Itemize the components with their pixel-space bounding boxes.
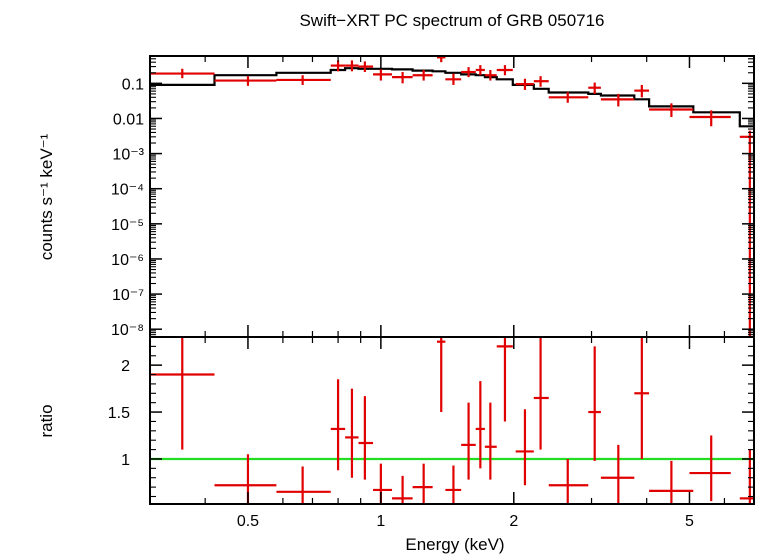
panel-frames: 0.5 1 2 5 0.1 0.01 10⁻³ 10⁻⁴ 10⁻⁵ 10⁻⁶ 10⁻⁷ 10⁻⁸ 1 1.… — [108, 55, 755, 530]
y-tick-label: 10⁻⁷ — [112, 287, 144, 304]
spectrum-point — [533, 76, 549, 87]
ratio-frame — [149, 336, 755, 505]
ratio-point — [600, 444, 635, 504]
ratio-tick-label: 1 — [121, 452, 130, 469]
spectrum-point — [150, 68, 215, 79]
ratio-panel — [150, 337, 754, 504]
ratio-point — [475, 381, 485, 469]
spectrum-point — [412, 69, 433, 81]
ratio-point — [649, 460, 694, 504]
ratio-point — [412, 463, 433, 504]
model-step-line — [150, 67, 754, 128]
x-axis-label: Energy (keV) — [405, 535, 504, 554]
ratio-point — [373, 463, 393, 504]
y-tick-label: 10⁻⁶ — [111, 252, 144, 269]
ratio-point — [739, 449, 754, 504]
ratio-point — [548, 458, 589, 504]
ratio-point — [214, 454, 277, 504]
spectrum-point — [496, 65, 513, 76]
ratio-point — [330, 379, 346, 471]
spectrum-point — [689, 110, 731, 127]
ratio-point — [515, 409, 534, 486]
spectrum-panel — [150, 56, 754, 337]
spectrum-point — [373, 69, 393, 81]
x-tick-label: 5 — [685, 513, 694, 530]
y-tick-label: 10⁻⁴ — [111, 182, 144, 199]
spectrum-point — [600, 93, 635, 107]
ratio-point — [588, 346, 601, 461]
y-tick-label: 10⁻⁵ — [111, 217, 144, 234]
spectrum-point — [330, 60, 346, 72]
chart-title: Swift−XRT PC spectrum of GRB 050716 — [299, 11, 604, 30]
spectrum-point — [461, 67, 476, 78]
spectrum-point — [484, 69, 497, 81]
ratio-point — [496, 337, 513, 422]
ratio-point — [533, 337, 549, 450]
spectrum-point — [276, 75, 331, 85]
y-tick-label: 0.01 — [113, 111, 144, 128]
spectrum-point — [515, 78, 534, 90]
ratio-point — [392, 475, 413, 504]
ratio-point — [436, 337, 446, 413]
spectrum-point — [475, 65, 485, 76]
y-tick-label: 10⁻⁸ — [111, 322, 144, 339]
ratio-point — [276, 466, 331, 504]
ratio-tick-label: 1.5 — [108, 405, 130, 422]
ratio-point — [484, 402, 497, 480]
y-tick-label: 10⁻³ — [112, 147, 144, 164]
spectrum-point — [214, 76, 277, 86]
ratio-point — [689, 435, 731, 502]
x-tick-label: 0.5 — [237, 513, 259, 530]
ratio-point — [345, 388, 359, 478]
y-tick-label: 0.1 — [122, 76, 144, 93]
spectrum-point — [436, 56, 446, 63]
spectrum-point — [548, 92, 589, 103]
y-axis-label-spectrum: counts s⁻¹ keV⁻¹ — [37, 133, 56, 260]
spectrum-point — [445, 73, 462, 85]
ratio-point — [634, 337, 650, 459]
spectrum-point — [345, 60, 359, 72]
ratio-point — [358, 396, 374, 480]
spectrum-point — [588, 82, 601, 94]
y-axis-label-ratio: ratio — [37, 404, 56, 437]
spectrum-frame — [149, 55, 755, 338]
ratio-point — [150, 337, 215, 450]
ratio-tick-label: 2 — [121, 358, 130, 375]
spectrum-point — [392, 72, 413, 84]
x-tick-label: 1 — [376, 513, 385, 530]
ratio-point — [445, 465, 462, 504]
ratio-point — [461, 402, 476, 480]
spectrum-point — [649, 103, 694, 118]
spectrum-point — [358, 61, 374, 73]
x-tick-label: 2 — [509, 513, 518, 530]
spectrum-point — [634, 84, 650, 98]
